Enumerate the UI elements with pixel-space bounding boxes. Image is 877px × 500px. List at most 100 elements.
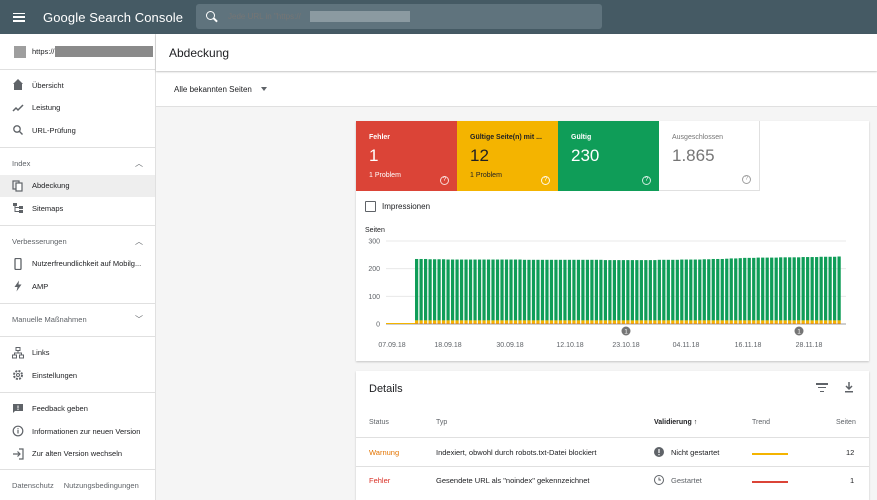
sidebar-item-overview[interactable]: Übersicht bbox=[0, 74, 155, 97]
sidebar-item-settings[interactable]: Einstellungen bbox=[0, 364, 155, 387]
bar-valid bbox=[464, 259, 468, 321]
bar-valid bbox=[500, 259, 504, 321]
column-header-status[interactable]: Status bbox=[369, 419, 389, 426]
bar-valid bbox=[554, 259, 558, 321]
row-type[interactable]: Indexiert, obwohl durch robots.txt-Datei… bbox=[436, 448, 597, 457]
bar-warning bbox=[536, 320, 540, 324]
section-header-manual-actions[interactable]: Manuelle Maßnahmen ﹀ bbox=[0, 309, 155, 331]
property-selector[interactable]: https:// bbox=[0, 34, 155, 70]
sidebar-item-mobile-usability[interactable]: Nutzerfreundlichkeit auf Mobilg... bbox=[0, 253, 155, 276]
sidebar-item-url-inspection[interactable]: URL-Prüfung bbox=[0, 119, 155, 142]
bar-warning bbox=[684, 320, 688, 324]
bar-warning bbox=[423, 320, 428, 324]
bar-valid bbox=[828, 256, 832, 321]
section-title: Manuelle Maßnahmen bbox=[12, 315, 87, 324]
bar-warning bbox=[441, 320, 446, 324]
column-header-pages[interactable]: Seiten bbox=[836, 419, 856, 426]
bar-warning bbox=[711, 320, 715, 324]
bar-warning bbox=[675, 320, 679, 324]
help-icon[interactable]: ? bbox=[541, 176, 550, 185]
tile-excluded[interactable]: Ausgeschlossen 1.865 ? bbox=[659, 121, 760, 191]
bar-warning bbox=[473, 320, 477, 324]
bar-valid bbox=[563, 259, 567, 321]
y-tick-label: 300 bbox=[368, 239, 380, 246]
sidebar-item-sitemaps[interactable]: Sitemaps bbox=[0, 197, 155, 220]
impressions-toggle[interactable]: Impressionen bbox=[365, 201, 430, 212]
sidebar-item-label: Abdeckung bbox=[32, 181, 70, 191]
bar-warning bbox=[545, 320, 549, 324]
details-card: Details Status Typ Validierung ↑ Trend S… bbox=[356, 371, 869, 500]
bar-valid bbox=[513, 259, 518, 321]
menu-icon[interactable] bbox=[13, 12, 25, 22]
bar-valid bbox=[752, 257, 756, 321]
sidebar-item-performance[interactable]: Leistung bbox=[0, 97, 155, 120]
bar-warning bbox=[415, 320, 419, 324]
page-title: Abdeckung bbox=[169, 45, 230, 60]
coverage-summary-card: Fehler 1 1 Problem ? Gültige Seite(n) mi… bbox=[356, 121, 869, 361]
filter-icon[interactable] bbox=[816, 383, 828, 393]
product-title[interactable]: Google Search Console bbox=[43, 9, 184, 25]
bar-valid bbox=[612, 260, 617, 321]
sidebar-item-label: Informationen zur neuen Version bbox=[32, 426, 141, 436]
tile-valid-with-warnings[interactable]: Gültige Seite(n) mit ... 12 1 Problem ? bbox=[457, 121, 558, 191]
bar-warning bbox=[491, 320, 495, 324]
section-header-enhancements[interactable]: Verbesserungen ︿ bbox=[0, 231, 155, 253]
sidebar-item-new-version-info[interactable]: Informationen zur neuen Version bbox=[0, 420, 155, 443]
bar-warning bbox=[486, 320, 491, 324]
help-icon[interactable]: ? bbox=[440, 176, 449, 185]
tile-valid[interactable]: Gültig 230 ? bbox=[558, 121, 659, 191]
row-pages: 12 bbox=[846, 448, 855, 457]
bar-warning bbox=[765, 320, 769, 324]
bar-warning bbox=[761, 320, 765, 324]
search-icon bbox=[206, 11, 217, 22]
bar-valid bbox=[531, 259, 536, 321]
help-icon[interactable]: ? bbox=[642, 176, 651, 185]
bar-warning bbox=[734, 320, 738, 324]
redacted-url bbox=[310, 11, 410, 22]
file-copy-icon bbox=[12, 180, 24, 192]
url-search-box[interactable] bbox=[196, 4, 602, 29]
sidebar-item-coverage[interactable]: Abdeckung bbox=[0, 174, 155, 197]
column-header-type[interactable]: Typ bbox=[436, 419, 448, 426]
arrow-up-icon: ↑ bbox=[693, 419, 698, 426]
sidebar-item-feedback[interactable]: Feedback geben bbox=[0, 398, 155, 421]
tile-errors[interactable]: Fehler 1 1 Problem ? bbox=[356, 121, 457, 191]
sidebar-item-links[interactable]: Links bbox=[0, 342, 155, 365]
x-tick-label: 04.11.18 bbox=[673, 342, 700, 349]
download-icon[interactable] bbox=[844, 382, 854, 393]
row-status: Warnung bbox=[369, 448, 400, 457]
section-header-index[interactable]: Index ︿ bbox=[0, 153, 155, 175]
smartphone-icon bbox=[12, 257, 24, 270]
tile-label: Gültige Seite(n) mit ... bbox=[470, 134, 542, 141]
chevron-up-icon: ︿ bbox=[135, 237, 143, 246]
bar-valid bbox=[819, 256, 823, 321]
url-search-input[interactable] bbox=[228, 12, 310, 21]
terms-link[interactable]: Nutzungsbedingungen bbox=[63, 481, 139, 490]
bar-warning bbox=[576, 320, 581, 324]
sidebar-item-label: Nutzerfreundlichkeit auf Mobilg... bbox=[32, 259, 142, 269]
bar-valid bbox=[747, 257, 751, 321]
privacy-link[interactable]: Datenschutz bbox=[12, 481, 54, 490]
bar-valid bbox=[572, 259, 576, 321]
bar-warning bbox=[653, 320, 657, 324]
sidebar-item-amp[interactable]: AMP bbox=[0, 275, 155, 298]
pages-filter-dropdown[interactable]: Alle bekannten Seiten bbox=[174, 85, 267, 94]
bar-warning bbox=[648, 320, 652, 324]
bar-warning bbox=[621, 320, 625, 324]
column-header-trend[interactable]: Trend bbox=[752, 419, 771, 426]
column-header-validation[interactable]: Validierung ↑ bbox=[654, 419, 697, 426]
bar-warning bbox=[639, 320, 643, 324]
bar-valid bbox=[441, 259, 446, 321]
bar-valid bbox=[630, 260, 634, 321]
bar-valid bbox=[491, 259, 495, 321]
bar-warning bbox=[743, 320, 747, 324]
impressions-checkbox[interactable] bbox=[365, 201, 376, 212]
row-type[interactable]: Gesendete URL als "noindex" gekennzeichn… bbox=[436, 476, 590, 485]
bar-valid bbox=[522, 259, 527, 321]
bar-warning bbox=[617, 320, 621, 324]
row-divider bbox=[356, 437, 869, 438]
tile-subtext: 1 Problem bbox=[470, 172, 502, 179]
sidebar-item-old-version[interactable]: Zur alten Version wechseln bbox=[0, 443, 155, 466]
help-icon[interactable]: ? bbox=[742, 175, 751, 184]
bar-valid bbox=[482, 259, 486, 321]
